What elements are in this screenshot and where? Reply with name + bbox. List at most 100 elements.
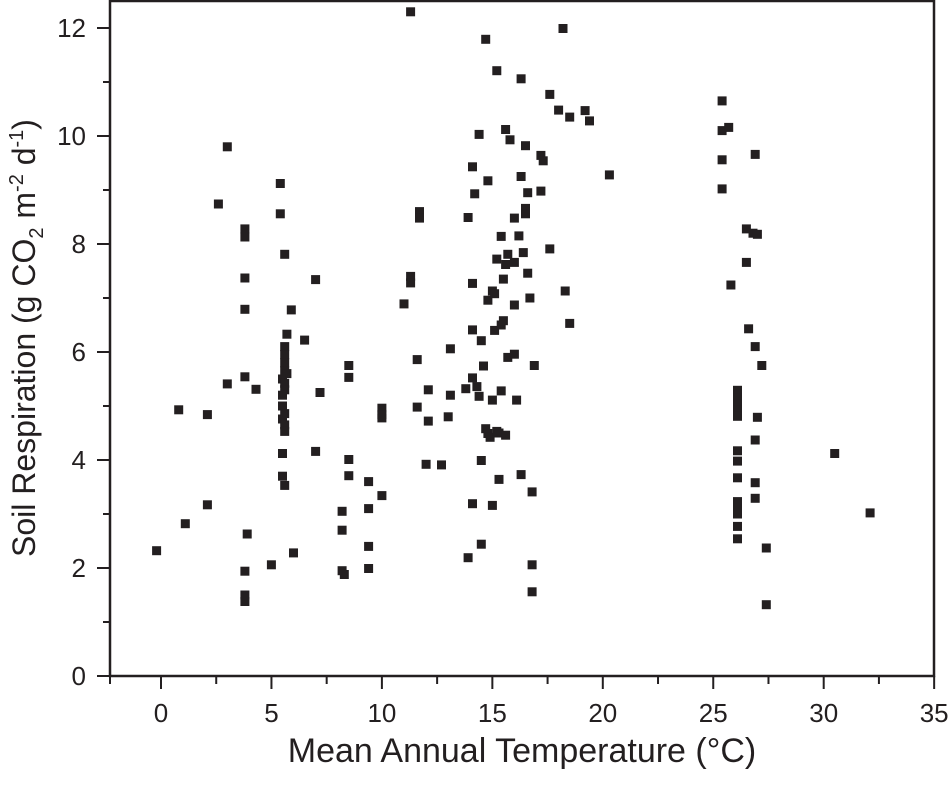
data-point-marker	[741, 224, 751, 234]
data-point-marker	[470, 189, 480, 199]
data-point-marker	[496, 386, 506, 396]
x-axis-label: Mean Annual Temperature (°C)	[288, 732, 756, 770]
data-point-marker	[750, 342, 760, 352]
data-point-marker	[463, 553, 473, 563]
data-point-marker	[580, 106, 590, 116]
data-point-marker	[536, 186, 546, 196]
data-point-marker	[474, 391, 484, 401]
data-point-marker	[240, 590, 250, 600]
data-point-marker	[481, 34, 491, 44]
data-point-marker	[565, 318, 575, 328]
data-point-marker	[213, 199, 223, 209]
data-point-marker	[483, 295, 493, 305]
data-point-marker	[585, 116, 594, 126]
data-point-marker	[463, 213, 473, 222]
data-point-marker	[536, 150, 546, 160]
data-point-marker	[752, 412, 762, 422]
data-point-marker	[733, 405, 742, 415]
data-point-marker	[240, 372, 250, 382]
y-tick-label: 4	[72, 445, 86, 475]
data-point-marker	[726, 280, 736, 290]
data-point-marker	[733, 385, 742, 395]
data-point-marker	[479, 361, 488, 371]
data-point-marker	[503, 249, 513, 259]
x-tick-label: 15	[478, 698, 507, 728]
data-point-marker	[337, 525, 347, 535]
data-point-marker	[733, 456, 742, 466]
data-point-marker	[377, 413, 387, 423]
data-point-marker	[752, 229, 762, 239]
data-point-marker	[282, 369, 292, 379]
data-point-marker	[476, 456, 486, 465]
y-tick-label: 6	[72, 337, 86, 367]
data-point-marker	[733, 411, 742, 421]
x-tick-label: 25	[699, 698, 728, 728]
data-point-marker	[406, 278, 416, 288]
data-point-marker	[437, 460, 446, 470]
data-point-marker	[505, 135, 515, 145]
data-point-marker	[468, 325, 477, 335]
data-point-marker	[278, 401, 287, 411]
data-point-marker	[757, 361, 767, 370]
data-point-marker	[476, 336, 486, 346]
data-point-marker	[222, 379, 232, 389]
axes	[108, 0, 936, 678]
data-point-marker	[280, 378, 290, 388]
data-point-marker	[494, 474, 504, 484]
data-point-marker	[750, 149, 760, 159]
data-point-marker	[717, 184, 727, 194]
data-point-marker	[423, 385, 433, 395]
data-point-marker	[516, 172, 526, 181]
data-point-marker	[289, 548, 298, 558]
data-point-marker	[490, 325, 500, 335]
data-point-marker	[527, 560, 537, 570]
data-point-marker	[337, 506, 347, 516]
data-point-marker	[180, 519, 190, 529]
data-point-marker	[554, 105, 564, 115]
data-point-marker	[474, 129, 484, 139]
data-point-marker	[512, 395, 522, 405]
data-point-marker	[509, 300, 519, 310]
data-point-marker	[278, 390, 287, 400]
data-point-marker	[761, 543, 771, 553]
data-point-marker	[174, 405, 184, 415]
data-point-marker	[278, 471, 287, 481]
data-point-marker	[717, 126, 727, 136]
data-point-marker	[443, 412, 453, 422]
x-axis-ticks: 0 5 10 15 20 25 30 35	[109, 676, 949, 728]
data-point-marker	[496, 231, 506, 241]
data-point-marker	[240, 224, 250, 234]
data-point-marker	[516, 470, 526, 480]
data-point-marker	[445, 390, 455, 400]
data-point-marker	[280, 480, 290, 490]
y-tick-label: 0	[72, 661, 86, 691]
data-point-marker	[733, 503, 742, 512]
data-point-marker	[280, 350, 290, 360]
data-point-marker	[750, 478, 760, 488]
data-point-marker	[733, 521, 742, 531]
data-point-marker	[280, 249, 290, 259]
data-point-marker	[344, 372, 354, 382]
data-point-marker	[744, 324, 754, 334]
data-point-marker	[560, 286, 570, 296]
data-point-marker	[242, 529, 252, 539]
data-point-marker	[468, 499, 477, 509]
data-point-marker	[523, 188, 533, 198]
data-point-marker	[445, 344, 455, 354]
data-point-marker	[377, 403, 387, 413]
data-point-marker	[490, 289, 500, 299]
plot-frame	[108, 0, 936, 678]
x-tick-label: 30	[809, 698, 838, 728]
data-point-marker	[412, 355, 422, 365]
data-point-marker	[344, 455, 354, 464]
y-tick-label: 10	[57, 121, 86, 151]
data-point-marker	[604, 170, 614, 180]
data-point-marker	[501, 430, 511, 440]
data-point-marker	[240, 566, 250, 576]
data-point-marker	[280, 358, 290, 368]
data-point-marker	[461, 384, 471, 394]
data-point-marker	[509, 349, 519, 359]
x-tick-label: 0	[154, 698, 168, 728]
data-point-marker	[492, 66, 502, 76]
